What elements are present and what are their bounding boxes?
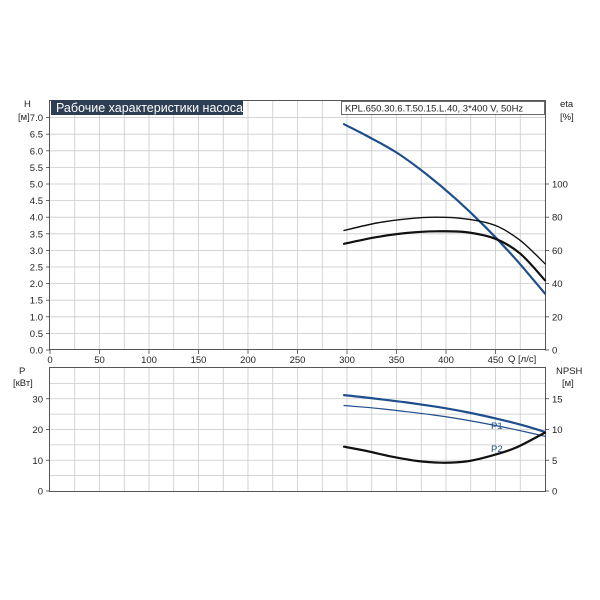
- title-banner: [51, 100, 243, 115]
- x-tick-label: 350: [389, 355, 405, 366]
- top-chart-ticks: 0.0 0.5 1.0 1.5 2.0 2.5 3.0 3.5 4.0 4.5 5.0 5.5 6.0 6…: [30, 113, 568, 366]
- top-y2-tick-label: 0: [552, 346, 557, 357]
- top-y2-tick-label: 80: [552, 213, 563, 224]
- top-y-tick-label: 2.5: [30, 263, 43, 274]
- bottom-y2-tick-label: 5: [552, 456, 557, 467]
- eta-axis-unit: [%]: [560, 112, 574, 123]
- top-y-tick-label: 3.0: [30, 246, 43, 257]
- npsh-axis-unit: [м]: [562, 378, 574, 389]
- top-series-line-0: [342, 123, 547, 295]
- top-y-tick-label: 5.5: [30, 163, 43, 174]
- x-tick-label: 0: [47, 355, 52, 366]
- bottom-chart-series: [342, 394, 547, 464]
- npsh-axis-label: NPSH: [556, 366, 583, 377]
- top-y-tick-label: 0.5: [30, 329, 43, 340]
- h-axis-label: H: [24, 99, 31, 110]
- top-y-tick-label: 4.5: [30, 196, 43, 207]
- bottom-chart-grid: [50, 368, 545, 491]
- bottom-series-line-0: [342, 394, 547, 434]
- bottom-series-line-2: [342, 431, 547, 464]
- top-chart-series: [342, 123, 547, 295]
- model-box: [341, 101, 545, 115]
- x-tick-label: 300: [339, 355, 355, 366]
- top-y2-tick-label: 100: [552, 180, 568, 191]
- top-y-tick-label: 6.0: [30, 146, 43, 157]
- x-tick-label: 150: [191, 355, 207, 366]
- top-y-tick-label: 1.5: [30, 296, 43, 307]
- chart-title: Рабочие характеристики насоса: [56, 101, 243, 115]
- top-y-tick-label: 7.0: [30, 113, 43, 124]
- top-y-tick-label: 6.5: [30, 130, 43, 141]
- q-axis-label: Q [л/с]: [508, 354, 536, 365]
- bottom-chart-ticks: 0 10 20 30 0 5 10 15: [32, 394, 562, 497]
- bottom-y-tick-label: 30: [32, 394, 43, 405]
- p2-curve-label: P2: [491, 444, 503, 455]
- eta-axis-label: eta: [560, 99, 574, 110]
- top-y2-tick-label: 40: [552, 279, 563, 290]
- bottom-y-tick-label: 0: [38, 487, 43, 498]
- top-series-line-1: [343, 216, 546, 265]
- x-tick-label: 100: [141, 355, 157, 366]
- p-axis-unit: [кВт]: [13, 378, 33, 389]
- bottom-y2-tick-label: 15: [552, 394, 563, 405]
- x-tick-label: 450: [488, 355, 504, 366]
- bottom-y-tick-label: 20: [32, 425, 43, 436]
- top-y-tick-label: 2.0: [30, 279, 43, 290]
- bottom-y2-tick-label: 10: [552, 425, 563, 436]
- top-chart-grid: [50, 101, 545, 350]
- top-y2-tick-label: 60: [552, 246, 563, 257]
- top-y-tick-label: 5.0: [30, 180, 43, 191]
- top-y2-tick-label: 20: [552, 312, 563, 323]
- top-y-tick-label: 3.5: [30, 229, 43, 240]
- p1-curve-label: P1: [491, 421, 503, 432]
- x-tick-label: 400: [438, 355, 454, 366]
- top-series-line-2: [342, 230, 547, 282]
- top-y-tick-label: 4.0: [30, 213, 43, 224]
- x-tick-label: 250: [290, 355, 306, 366]
- model-label: KPL.650.30.6.T.50.15.L.40, 3*400 V, 50Hz: [345, 104, 523, 115]
- top-y-tick-label: 1.0: [30, 312, 43, 323]
- bottom-series-line-1: [343, 404, 546, 437]
- bottom-y2-tick-label: 0: [552, 487, 557, 498]
- x-tick-label: 200: [240, 355, 256, 366]
- top-chart-frame: [49, 100, 546, 350]
- bottom-y-tick-label: 10: [32, 456, 43, 467]
- h-axis-unit: [м]: [18, 112, 30, 123]
- p-axis-label: P: [19, 366, 25, 377]
- top-y-tick-label: 0.0: [30, 346, 43, 357]
- x-tick-label: 50: [94, 355, 105, 366]
